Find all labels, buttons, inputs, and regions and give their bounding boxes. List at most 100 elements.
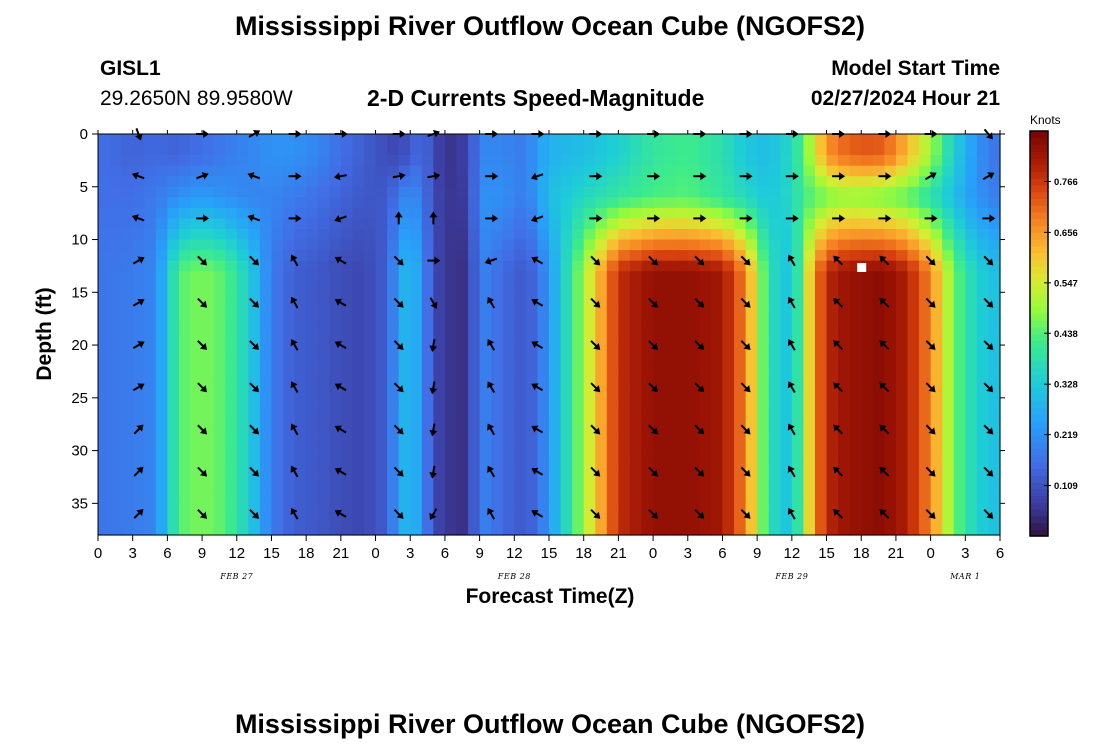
heatmap-cell (213, 461, 226, 473)
heatmap-cell (745, 503, 758, 515)
heatmap-cell (144, 503, 157, 515)
heatmap-cell (988, 440, 1001, 452)
heatmap-cell (988, 334, 1001, 346)
heatmap-cell (653, 397, 666, 409)
heatmap-cell (363, 197, 377, 209)
heatmap-cell (421, 387, 434, 399)
heatmap-cell (687, 144, 700, 156)
heatmap-cell (907, 313, 920, 325)
heatmap-cell (421, 292, 434, 304)
heatmap-cell (410, 302, 423, 314)
current-arrow (393, 508, 404, 519)
heatmap-cell (259, 134, 273, 146)
heatmap-cell (710, 292, 724, 304)
heatmap-cell (121, 345, 134, 357)
x-tick-label: 12 (784, 545, 801, 562)
heatmap-cell (606, 471, 619, 483)
heatmap-cell (121, 376, 134, 388)
heatmap-cell (444, 271, 458, 283)
heatmap-cell (595, 302, 608, 314)
heatmap-cell (398, 334, 411, 346)
heatmap-cell (98, 418, 111, 431)
heatmap-cell (387, 408, 400, 420)
heatmap-cell (942, 165, 955, 177)
colorbar-swatch (1030, 360, 1048, 368)
heatmap-cell (502, 176, 515, 188)
heatmap-cell (687, 134, 700, 146)
heatmap-cell (537, 482, 550, 494)
heatmap-cell (965, 250, 978, 262)
colorbar-swatch (1030, 502, 1048, 510)
heatmap-cell (248, 292, 261, 304)
heatmap-cell (884, 366, 897, 378)
heatmap-cell (919, 461, 932, 473)
heatmap-cell (363, 313, 377, 325)
heatmap-cell (479, 492, 492, 504)
heatmap-cell (664, 281, 677, 293)
heatmap-cell (248, 155, 261, 167)
heatmap-cell (329, 260, 342, 272)
heatmap-cell (433, 155, 446, 167)
heatmap-cell (271, 207, 284, 220)
heatmap-cell (641, 302, 654, 314)
heatmap-cell (606, 492, 619, 504)
heatmap-cell (965, 313, 978, 325)
heatmap-cell (121, 429, 134, 441)
current-arrow (740, 508, 751, 519)
heatmap-cell (710, 176, 724, 188)
heatmap-cell (502, 513, 515, 526)
heatmap-cell (121, 313, 134, 325)
heatmap-cell (826, 376, 839, 388)
heatmap-cell (791, 366, 805, 378)
heatmap-cell (167, 387, 180, 399)
heatmap-cell (768, 281, 781, 293)
heatmap-cell (872, 334, 885, 346)
heatmap-cell (352, 207, 365, 220)
heatmap-cell (537, 376, 550, 388)
heatmap-cell (699, 482, 712, 494)
colorbar-swatch (1030, 144, 1048, 152)
heatmap-cell (768, 440, 781, 452)
heatmap-cell (919, 155, 932, 167)
heatmap-cell (734, 228, 747, 241)
heatmap-cell (664, 144, 677, 156)
heatmap-cell (549, 461, 562, 473)
heatmap-cell (965, 471, 978, 483)
heatmap-cell (664, 165, 677, 177)
heatmap-cell (549, 524, 562, 536)
heatmap-cell (595, 355, 608, 367)
heatmap-cell (560, 503, 573, 515)
heatmap-cell (907, 144, 920, 156)
heatmap-cell (722, 239, 735, 251)
heatmap-cell (109, 281, 122, 293)
heatmap-cell (514, 155, 527, 167)
heatmap-cell (259, 186, 273, 198)
heatmap-cell (213, 450, 226, 462)
heatmap-cell (363, 387, 377, 399)
heatmap-cell (433, 471, 446, 483)
heatmap-cell (572, 408, 585, 420)
heatmap-cell (283, 418, 296, 431)
heatmap-cell (930, 155, 943, 167)
current-arrow (196, 214, 210, 223)
heatmap-cell (421, 228, 434, 241)
heatmap-cell (421, 492, 434, 504)
heatmap-cell (641, 250, 654, 262)
heatmap-cell (814, 376, 828, 388)
heatmap-cell (653, 355, 666, 367)
heatmap-cell (375, 345, 388, 357)
current-arrow (485, 214, 499, 223)
heatmap-cell (387, 165, 400, 177)
heatmap-cell (340, 450, 354, 462)
heatmap-cell (491, 165, 504, 177)
heatmap-cell (664, 397, 677, 409)
heatmap-cell (722, 165, 735, 177)
heatmap-cell (560, 186, 573, 198)
heatmap-cell (398, 345, 411, 357)
heatmap-cell (236, 313, 249, 325)
heatmap-cell (294, 144, 307, 156)
heatmap-cell (190, 471, 203, 483)
heatmap-cell (641, 440, 654, 452)
heatmap-cell (317, 271, 330, 283)
heatmap-cell (676, 513, 689, 526)
